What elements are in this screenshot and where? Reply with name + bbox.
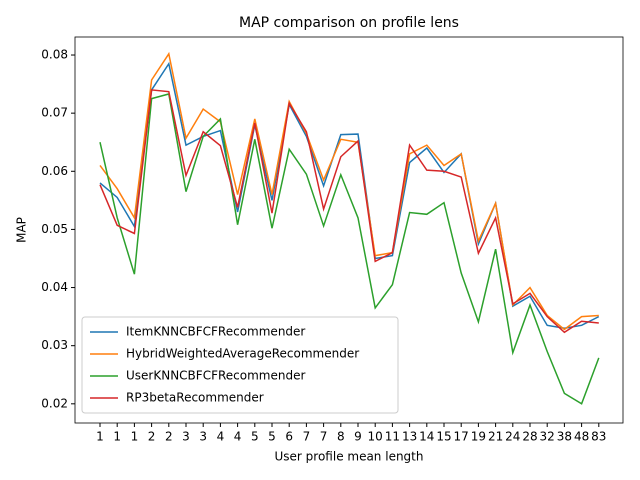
- x-tick-label: 17: [454, 430, 469, 444]
- x-tick-label: 11: [385, 430, 400, 444]
- y-tick-label: 0.03: [41, 338, 68, 352]
- x-tick-label: 83: [591, 430, 606, 444]
- chart-title: MAP comparison on profile lens: [239, 15, 459, 31]
- x-tick-label: 5: [268, 430, 276, 444]
- x-tick-label: 10: [368, 430, 383, 444]
- y-tick-label: 0.08: [41, 48, 68, 62]
- legend-label: UserKNNCBFCFRecommender: [126, 369, 305, 383]
- x-tick-label: 21: [488, 430, 503, 444]
- plot-frame: [74, 36, 624, 424]
- x-tick-label: 1: [96, 430, 104, 444]
- x-tick-label: 3: [199, 430, 207, 444]
- x-tick-label: 9: [354, 430, 362, 444]
- x-tick-label: 7: [320, 430, 328, 444]
- x-tick-label: 24: [505, 430, 520, 444]
- x-tick-label: 2: [148, 430, 156, 444]
- series-line: [99, 61, 600, 330]
- x-tick-label: 1: [131, 430, 139, 444]
- legend-label: ItemKNNCBFCFRecommender: [126, 325, 305, 339]
- y-tick-label: 0.07: [41, 106, 68, 120]
- x-tick-label: 2: [165, 430, 173, 444]
- series-line: [99, 89, 599, 334]
- x-axis-label: User profile mean length: [275, 450, 424, 464]
- y-tick-label: 0.04: [41, 280, 68, 294]
- x-tick-label: 13: [402, 430, 417, 444]
- x-tick-label: 48: [574, 430, 589, 444]
- x-tick-label: 32: [540, 430, 555, 444]
- y-tick-label: 0.06: [41, 164, 68, 178]
- x-tick-label: 3: [182, 430, 190, 444]
- x-tick-label: 7: [303, 430, 311, 444]
- x-tick-label: 8: [337, 430, 345, 444]
- y-axis-label: MAP: [15, 217, 29, 243]
- x-tick-label: 5: [251, 430, 259, 444]
- x-tick-label: 38: [557, 430, 572, 444]
- y-tick-label: 0.02: [41, 396, 68, 410]
- x-tick-label: 14: [419, 430, 434, 444]
- x-tick-label: 4: [217, 430, 225, 444]
- x-tick-label: 19: [471, 430, 486, 444]
- x-tick-label: 4: [234, 430, 242, 444]
- legend-label: RP3betaRecommender: [126, 391, 264, 405]
- legend-label: HybridWeightedAverageRecommender: [126, 347, 359, 361]
- x-tick-label: 15: [436, 430, 451, 444]
- y-tick-label: 0.05: [41, 222, 68, 236]
- x-tick-label: 28: [522, 430, 537, 444]
- legend-box: [81, 316, 399, 414]
- x-tick-label: 6: [285, 430, 293, 444]
- x-tick-label: 1: [113, 430, 121, 444]
- series-line: [99, 93, 600, 405]
